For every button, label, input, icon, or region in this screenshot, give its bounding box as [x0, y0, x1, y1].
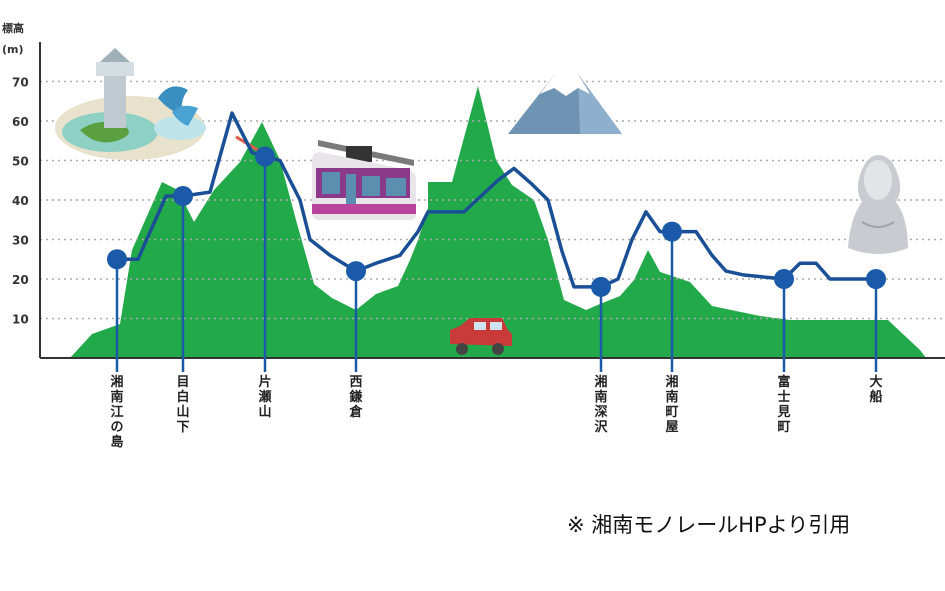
mount-fuji-illustration: [508, 74, 622, 134]
y-tick-40: 40: [12, 194, 29, 208]
station-point-4: [591, 276, 611, 297]
y-tick-50: 50: [12, 155, 29, 169]
station-label-6: 富士見町: [776, 374, 790, 435]
y-tick-30: 30: [12, 234, 29, 248]
monorail-illustration: [312, 140, 416, 220]
enoshima-tower-illustration: [55, 48, 206, 160]
station-label-3: 西鎌倉: [348, 375, 363, 420]
y-tick-labels: 10 20 30 40 50 60 70: [12, 76, 29, 327]
car-icon: [450, 318, 512, 355]
terrain-area: [70, 86, 926, 358]
station-point-2: [255, 146, 275, 167]
station-point-0: [107, 249, 127, 270]
y-axis-unit: (m): [2, 43, 24, 56]
dolphin-icon: [158, 86, 198, 126]
y-tick-20: 20: [12, 273, 29, 287]
station-label-5: 湘南町屋: [665, 374, 678, 435]
y-axis-label: 標高: [2, 21, 24, 35]
station-label-0: 湘南江の島: [110, 374, 123, 450]
station-point-7: [866, 269, 886, 289]
station-label-2: 片瀬山: [258, 374, 271, 420]
station-markers: 湘南江の島 目白山下 片瀬山 西鎌倉 湘南深沢 湘南町屋 富士見町 大船: [107, 146, 886, 450]
station-label-4: 湘南深沢: [594, 374, 608, 435]
station-label-7: 大船: [869, 374, 882, 405]
station-label-1: 目白山下: [176, 375, 189, 435]
y-tick-60: 60: [12, 115, 29, 129]
source-note: ※ 湘南モノレールHPより引用: [567, 513, 851, 537]
y-tick-70: 70: [12, 76, 29, 90]
station-point-3: [346, 261, 366, 282]
station-point-5: [662, 221, 682, 242]
station-point-6: [774, 269, 794, 289]
y-tick-10: 10: [12, 313, 29, 327]
ofuna-kannon-illustration: [848, 155, 908, 254]
station-point-1: [173, 186, 193, 207]
